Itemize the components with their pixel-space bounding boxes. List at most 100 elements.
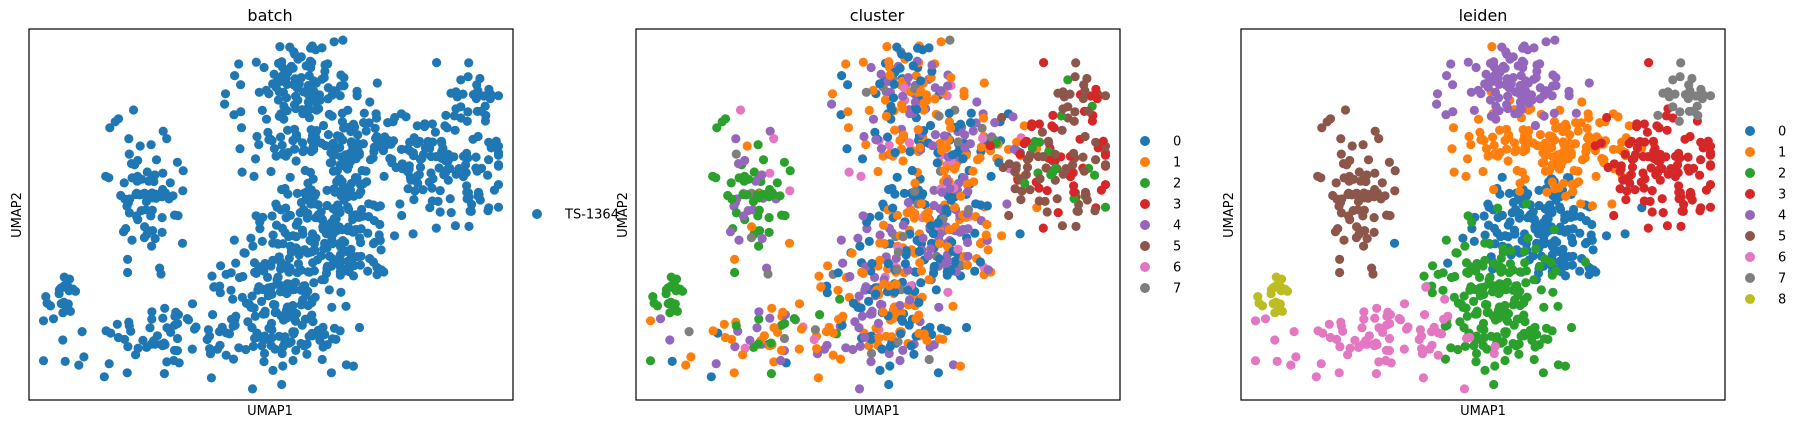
scatter-point [289,314,300,324]
scatter-point [348,227,358,237]
scatter-point [226,285,236,295]
scatter-point [291,156,301,166]
scatter-point [298,138,308,148]
scatter-point [431,223,441,233]
legend-label: 4 [1778,209,1786,224]
scatter-point [1521,86,1531,97]
scatter-point [1666,164,1676,174]
scatter-point [1490,70,1500,80]
scatter-point [1070,72,1080,82]
scatter-point [884,281,895,291]
scatter-point [878,307,888,317]
legend-label: 6 [1173,261,1181,276]
scatter-point [280,332,290,342]
scatter-point [1705,202,1716,212]
scatter-point [250,154,261,164]
scatter-point [1532,141,1543,151]
scatter-point [323,94,333,104]
scatter-point [1470,309,1480,319]
scatter-point [254,282,264,292]
scatter-point [329,37,339,47]
scatter-point [221,350,231,360]
scatter-point [1353,196,1363,207]
scatter-point [489,185,499,195]
scatter-point [165,178,175,188]
scatter-point [1500,63,1510,73]
scatter-point [56,283,66,293]
scatter-point [927,66,937,76]
scatter-point [471,152,481,162]
scatter-point [356,224,366,234]
scatter-point [356,237,366,248]
scatter-point [1625,178,1635,188]
scatter-point [905,138,915,148]
scatter-point [905,295,915,305]
scatter-point [1394,314,1404,324]
scatter-point [298,147,308,157]
scatter-point [275,42,285,52]
scatter-point [884,184,894,195]
scatter-point [1510,109,1520,119]
scatter-point [434,163,444,173]
scatter-point [982,201,993,211]
scatter-point [269,69,279,79]
scatter-point [874,333,884,343]
scatter-point [1529,43,1539,53]
scatter-point [898,345,908,355]
scatter-point [929,261,940,271]
scatter-point [389,231,400,241]
scatter-point [1590,141,1600,151]
scatter-point [1383,307,1393,317]
scatter-point [346,137,356,147]
scatter-point [131,189,141,200]
scatter-point [1533,229,1543,239]
scatter-point [458,172,468,182]
scatter-point [981,230,991,240]
scatter-point [898,103,908,114]
scatter-point [283,125,293,135]
scatter-points [645,35,1111,394]
scatter-point [914,246,925,257]
scatter-point [1602,112,1612,123]
scatter-point [665,308,675,318]
scatter-point [1567,260,1577,270]
scatter-point [740,155,750,166]
scatter-point [267,211,277,221]
scatter-point [1466,282,1476,292]
scatter-point [858,57,868,67]
legend-label: 0 [1778,125,1786,140]
scatter-point [844,167,854,177]
scatter-point [1020,178,1030,188]
scatter-point [963,224,973,234]
scatter-point [375,219,385,230]
scatter-point [933,368,944,378]
scatter-point [911,314,921,324]
scatter-point [1022,162,1033,172]
scatter-point [738,211,749,221]
scatter-point [1495,148,1505,158]
scatter-point [1538,368,1548,378]
scatter-point [1531,244,1541,254]
scatter-point [971,199,981,209]
scatter-point [778,307,788,317]
scatter-point [113,332,123,343]
scatter-point [822,288,832,298]
scatter-point [118,227,129,237]
scatter-point [105,123,115,133]
scatter-point [927,60,937,70]
scatter-point [1541,86,1551,96]
scatter-point [1462,154,1473,164]
scatter-point [236,123,247,133]
scatter-point [1515,178,1525,188]
scatter-point [221,328,231,338]
scatter-point [112,319,122,329]
scatter-point [1574,177,1584,187]
scatter-point [1025,185,1035,195]
scatter-point [1336,321,1346,331]
scatter-point [1568,251,1578,261]
scatter-point [766,369,777,379]
scatter-point [1653,110,1663,120]
scatter-point [266,166,276,177]
scatter-point [1530,120,1541,131]
scatter-point [785,186,795,196]
